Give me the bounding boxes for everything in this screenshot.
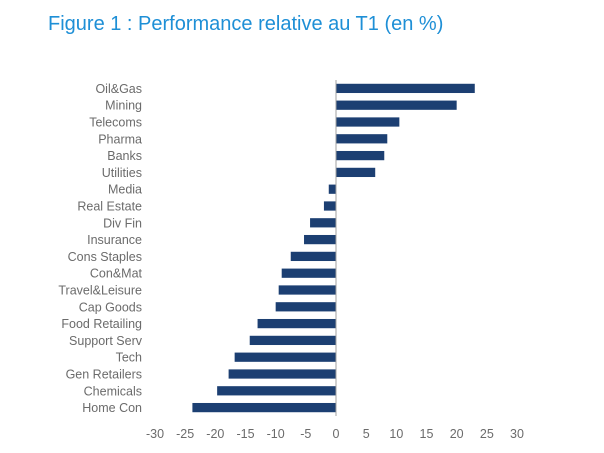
category-label: Telecoms — [89, 116, 142, 130]
x-tick-label: -25 — [176, 427, 194, 441]
category-label: Pharma — [98, 132, 142, 146]
bar-support-serv — [249, 335, 336, 346]
category-label: Banks — [107, 149, 142, 163]
x-tick-label: -20 — [206, 427, 224, 441]
x-tick-labels: -30 -25 -20 -15 -10 -5 0 5 10 15 20 25 30 — [146, 427, 524, 441]
x-tick-label: 20 — [450, 427, 464, 441]
bar-media — [328, 184, 336, 194]
category-label: Cons Staples — [68, 250, 142, 264]
bar-real-estate — [323, 201, 336, 211]
x-tick-label: 30 — [510, 427, 524, 441]
bar-chemicals — [217, 386, 336, 396]
bar-travel-leisure — [278, 285, 336, 295]
bar-pharma — [336, 134, 388, 144]
x-tick-label: -30 — [146, 427, 164, 441]
bar-tech — [234, 352, 336, 362]
category-label: Media — [108, 183, 142, 197]
bar-utilities — [336, 167, 376, 178]
x-tick-label: 25 — [480, 427, 494, 441]
category-label: Utilities — [102, 166, 142, 180]
category-label: Real Estate — [77, 200, 142, 214]
bar-telecoms — [336, 117, 400, 127]
bars-group — [192, 83, 475, 413]
category-label: Div Fin — [103, 216, 142, 230]
x-tick-label: -15 — [236, 427, 254, 441]
bar-cons-staples — [290, 251, 336, 262]
bar-insurance — [304, 234, 336, 245]
x-tick-label: 10 — [389, 427, 403, 441]
bar-home-con — [192, 402, 336, 413]
category-label: Cap Goods — [79, 300, 142, 314]
bar-con-mat — [281, 268, 336, 278]
bar-div-fin — [310, 218, 336, 228]
category-label: Mining — [105, 99, 142, 113]
x-tick-label: 15 — [420, 427, 434, 441]
category-label: Con&Mat — [90, 267, 143, 281]
category-label: Tech — [116, 351, 142, 365]
bar-gen-retailers — [228, 369, 336, 379]
category-label: Food Retailing — [61, 317, 142, 331]
bar-banks — [336, 150, 385, 161]
category-label: Support Serv — [69, 334, 143, 348]
category-label: Insurance — [87, 233, 142, 247]
category-labels: Oil&Gas Mining Telecoms Pharma Banks Utilitie… — [58, 82, 142, 415]
x-tick-label: -5 — [300, 427, 311, 441]
x-tick-label: 0 — [333, 427, 340, 441]
category-label: Chemicals — [84, 384, 142, 398]
category-label: Oil&Gas — [95, 82, 142, 96]
chart-title: Figure 1 : Performance relative au T1 (e… — [48, 13, 444, 35]
bar-cap-goods — [275, 302, 336, 312]
bar-food-retailing — [257, 318, 336, 329]
category-label: Gen Retailers — [66, 368, 142, 382]
bar-oil-gas — [336, 83, 475, 94]
x-tick-label: -10 — [267, 427, 285, 441]
x-tick-label: 5 — [363, 427, 370, 441]
category-label: Travel&Leisure — [58, 284, 142, 298]
category-label: Home Con — [82, 401, 142, 415]
bar-mining — [336, 100, 457, 110]
